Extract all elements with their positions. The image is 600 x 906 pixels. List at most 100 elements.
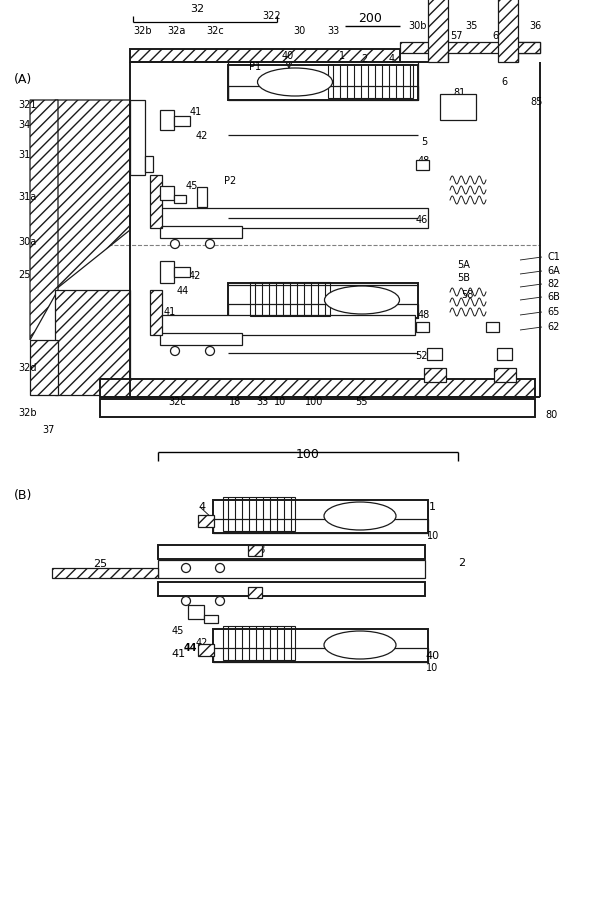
Bar (213, 648, 428, 662)
Text: 42: 42 (196, 131, 208, 141)
Bar (424, 368, 446, 382)
Text: 6: 6 (501, 77, 507, 87)
Text: 32b: 32b (134, 26, 152, 36)
Circle shape (215, 564, 224, 573)
Text: 85: 85 (531, 97, 543, 107)
Bar (160, 186, 174, 200)
Ellipse shape (324, 631, 396, 659)
Text: 36: 36 (529, 21, 541, 31)
Bar (440, 94, 476, 120)
Text: 32b: 32b (18, 408, 37, 418)
Bar (497, 348, 512, 360)
Text: 18: 18 (254, 545, 266, 555)
Bar (130, 49, 400, 62)
Text: 41: 41 (190, 107, 202, 117)
Text: 34: 34 (18, 120, 30, 130)
Bar (145, 156, 153, 172)
Bar (174, 195, 186, 203)
Text: 6A: 6A (547, 266, 560, 276)
Bar (100, 379, 535, 397)
Text: 37: 37 (42, 425, 55, 435)
Text: 2: 2 (458, 558, 466, 568)
Text: P2: P2 (224, 176, 236, 186)
Bar (160, 110, 174, 130)
Circle shape (182, 564, 191, 573)
Text: 45: 45 (186, 181, 198, 191)
Bar (400, 42, 540, 53)
Text: 5: 5 (421, 137, 427, 147)
Text: 81: 81 (454, 88, 466, 98)
Text: 44: 44 (177, 286, 189, 296)
Text: 52: 52 (415, 351, 427, 361)
Text: 30: 30 (293, 26, 305, 36)
Bar (204, 615, 218, 623)
Bar (174, 267, 190, 277)
Bar (428, 0, 448, 62)
Bar (427, 348, 442, 360)
Text: 80: 80 (545, 410, 557, 420)
Text: 33: 33 (256, 397, 268, 407)
Text: 58: 58 (461, 290, 473, 300)
Text: 62: 62 (547, 322, 559, 332)
Bar (52, 568, 158, 578)
Text: 45: 45 (172, 626, 184, 636)
Text: 32c: 32c (206, 26, 224, 36)
Text: 321: 321 (18, 100, 37, 110)
Text: 48: 48 (418, 310, 430, 320)
Bar (228, 86, 418, 100)
Text: P1: P1 (249, 62, 261, 72)
Bar (223, 626, 295, 660)
Text: 10: 10 (427, 531, 439, 541)
Circle shape (170, 239, 179, 248)
Text: (A): (A) (14, 73, 32, 86)
Circle shape (215, 596, 224, 605)
Text: 25: 25 (18, 270, 31, 280)
Text: 100: 100 (305, 397, 323, 407)
Text: 32d: 32d (18, 363, 37, 373)
Polygon shape (55, 290, 130, 395)
Bar (150, 290, 162, 335)
Bar (213, 500, 428, 533)
Circle shape (205, 239, 215, 248)
Text: 32: 32 (190, 4, 204, 14)
Bar (494, 368, 516, 382)
Bar (198, 515, 214, 527)
Text: 42: 42 (189, 271, 201, 281)
Text: 10: 10 (274, 397, 286, 407)
Text: 35: 35 (466, 21, 478, 31)
Text: 41: 41 (171, 649, 185, 659)
Bar (197, 187, 207, 207)
Text: 2: 2 (361, 54, 367, 64)
Bar (515, 42, 540, 53)
Bar (250, 282, 330, 316)
Text: 25: 25 (93, 559, 107, 569)
Text: 30a: 30a (18, 237, 36, 247)
Bar (416, 160, 429, 170)
Text: 42: 42 (196, 638, 208, 648)
Circle shape (182, 596, 191, 605)
Text: 1: 1 (428, 502, 436, 512)
Bar (248, 587, 262, 598)
Bar (213, 519, 428, 533)
Bar (174, 116, 190, 126)
Bar (228, 304, 418, 318)
Bar (160, 208, 428, 228)
Bar (160, 261, 174, 283)
Bar (213, 629, 428, 662)
Text: 32a: 32a (167, 26, 185, 36)
Text: 41: 41 (164, 307, 176, 317)
Text: 32c: 32c (168, 397, 186, 407)
Bar (223, 497, 295, 531)
Bar (160, 315, 415, 335)
Text: 40: 40 (425, 651, 439, 661)
Bar (158, 545, 425, 559)
Bar (130, 100, 145, 175)
Text: 65: 65 (547, 307, 559, 317)
Bar (248, 545, 262, 556)
Text: (B): (B) (14, 488, 32, 502)
Bar (416, 322, 429, 332)
Text: 44: 44 (183, 643, 197, 653)
Text: 30b: 30b (409, 21, 427, 31)
Bar (188, 605, 204, 619)
Bar (228, 65, 418, 100)
